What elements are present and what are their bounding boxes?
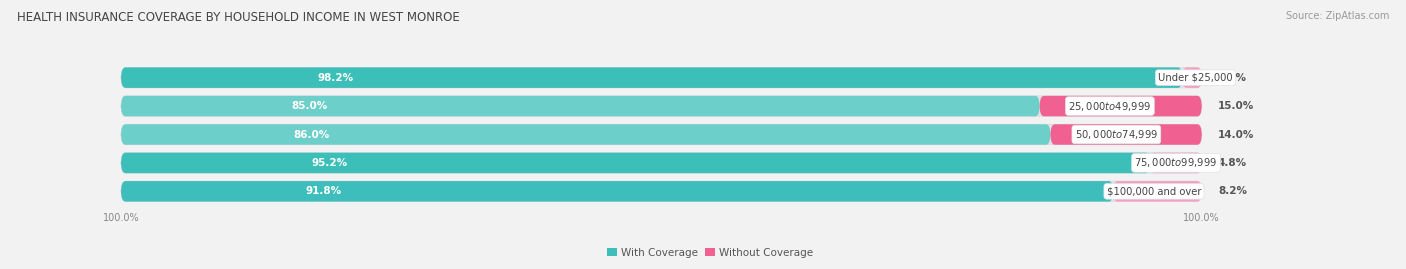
FancyBboxPatch shape xyxy=(1150,153,1202,173)
Legend: With Coverage, Without Coverage: With Coverage, Without Coverage xyxy=(603,243,817,262)
FancyBboxPatch shape xyxy=(121,153,1202,173)
Text: 14.0%: 14.0% xyxy=(1218,129,1254,140)
Text: $75,000 to $99,999: $75,000 to $99,999 xyxy=(1135,156,1218,169)
Text: $50,000 to $74,999: $50,000 to $74,999 xyxy=(1074,128,1159,141)
FancyBboxPatch shape xyxy=(1182,68,1202,88)
Text: 98.2%: 98.2% xyxy=(318,73,354,83)
Text: 86.0%: 86.0% xyxy=(294,129,330,140)
FancyBboxPatch shape xyxy=(1039,96,1202,116)
Text: 15.0%: 15.0% xyxy=(1218,101,1254,111)
Text: $100,000 and over: $100,000 and over xyxy=(1107,186,1201,196)
Text: $25,000 to $49,999: $25,000 to $49,999 xyxy=(1069,100,1152,113)
FancyBboxPatch shape xyxy=(121,153,1150,173)
FancyBboxPatch shape xyxy=(1050,124,1202,145)
FancyBboxPatch shape xyxy=(121,181,1202,201)
Text: Source: ZipAtlas.com: Source: ZipAtlas.com xyxy=(1285,11,1389,21)
Text: 4.8%: 4.8% xyxy=(1218,158,1247,168)
FancyBboxPatch shape xyxy=(121,124,1202,145)
FancyBboxPatch shape xyxy=(121,124,1050,145)
FancyBboxPatch shape xyxy=(1114,181,1202,201)
Text: 8.2%: 8.2% xyxy=(1218,186,1247,196)
FancyBboxPatch shape xyxy=(121,68,1202,88)
Text: 95.2%: 95.2% xyxy=(312,158,347,168)
Text: HEALTH INSURANCE COVERAGE BY HOUSEHOLD INCOME IN WEST MONROE: HEALTH INSURANCE COVERAGE BY HOUSEHOLD I… xyxy=(17,11,460,24)
Text: 1.8%: 1.8% xyxy=(1218,73,1247,83)
Text: 85.0%: 85.0% xyxy=(292,101,328,111)
FancyBboxPatch shape xyxy=(121,181,1114,201)
FancyBboxPatch shape xyxy=(121,96,1039,116)
FancyBboxPatch shape xyxy=(121,96,1202,116)
FancyBboxPatch shape xyxy=(121,68,1182,88)
Text: Under $25,000: Under $25,000 xyxy=(1159,73,1233,83)
Text: 91.8%: 91.8% xyxy=(305,186,342,196)
